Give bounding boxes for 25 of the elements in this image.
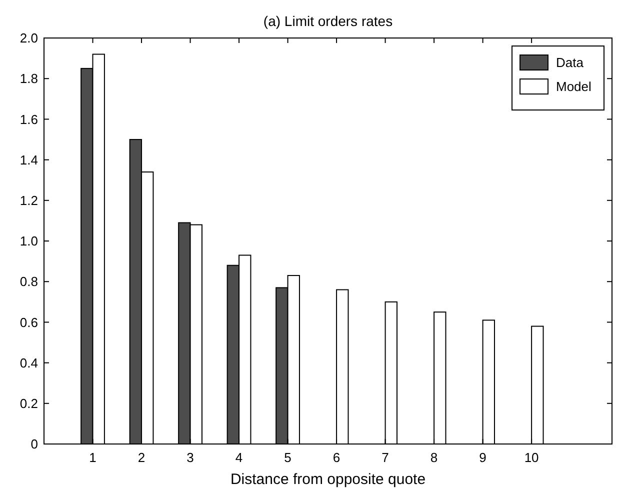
x-tick-label: 9 <box>479 450 486 465</box>
legend-label: Model <box>556 79 592 94</box>
y-tick-label: 1.2 <box>20 192 38 208</box>
x-tick-label: 8 <box>430 450 438 465</box>
x-tick-label: 3 <box>186 450 194 465</box>
x-tick-label: 7 <box>382 450 389 465</box>
y-tick-label: 0.8 <box>20 274 38 290</box>
y-tick-label: 0 <box>30 436 38 452</box>
x-tick-label: 10 <box>524 450 539 465</box>
y-tick-label: 1.0 <box>20 234 38 249</box>
y-tick-label: 0.6 <box>20 314 38 330</box>
y-tick-label: 2.0 <box>20 30 38 46</box>
y-tick-label: 1.6 <box>20 112 38 127</box>
x-tick-label: 6 <box>332 450 340 465</box>
y-tick-label: 0.2 <box>20 396 38 411</box>
x-tick-label: 2 <box>138 450 146 465</box>
x-axis-title: Distance from opposite quote <box>230 471 426 488</box>
y-tick-label: 0.4 <box>20 355 38 370</box>
x-tick-label: 5 <box>284 450 292 465</box>
x-tick-label: 4 <box>235 450 243 465</box>
y-tick-label: 1.8 <box>20 71 38 86</box>
x-tick-label: 1 <box>89 450 96 465</box>
y-tick-label: 1.4 <box>20 152 38 168</box>
chart-title: (a) Limit orders rates <box>263 13 393 29</box>
legend-label: Data <box>556 55 584 70</box>
